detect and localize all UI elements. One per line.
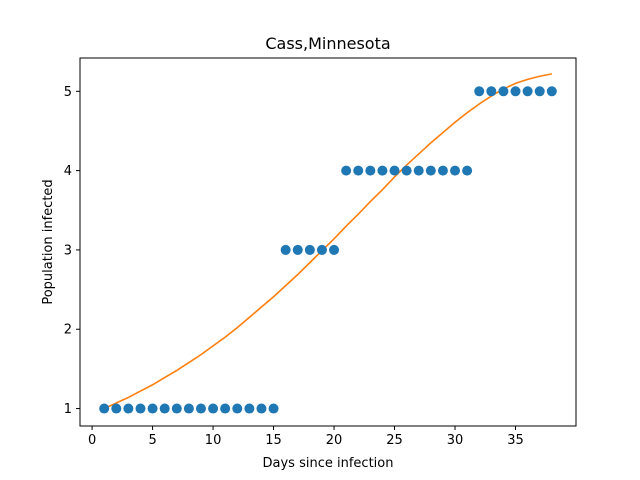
data-point [220, 403, 231, 414]
data-point [195, 403, 206, 414]
x-tick-label: 10 [205, 433, 222, 448]
data-point [244, 403, 255, 414]
data-point [256, 403, 267, 414]
data-point [437, 165, 448, 176]
y-axis: 1 2 3 4 5 [64, 85, 80, 417]
data-point [183, 403, 194, 414]
x-tick-label: 35 [507, 433, 524, 448]
data-point [208, 403, 219, 414]
x-tick-label: 25 [386, 433, 403, 448]
data-point [159, 403, 170, 414]
data-point [123, 403, 134, 414]
x-tick-label: 20 [326, 433, 343, 448]
data-point [389, 165, 400, 176]
y-tick-label: 5 [64, 85, 72, 100]
data-point [292, 244, 303, 255]
data-point [268, 403, 279, 414]
data-point [377, 165, 388, 176]
data-point [341, 165, 352, 176]
data-point [147, 403, 158, 414]
y-tick-label: 4 [64, 164, 72, 179]
x-tick-label: 5 [148, 433, 156, 448]
x-tick-label: 30 [447, 433, 464, 448]
data-point [510, 86, 521, 97]
y-tick-label: 1 [64, 402, 72, 417]
data-point [365, 165, 376, 176]
data-point [474, 86, 485, 97]
chart-title: Cass,Minnesota [265, 34, 390, 53]
plot-area [99, 73, 557, 414]
fit-line [103, 73, 552, 410]
data-point [329, 244, 340, 255]
y-tick-label: 2 [64, 323, 72, 338]
x-tick-label: 15 [265, 433, 282, 448]
y-tick-label: 3 [64, 243, 72, 258]
data-point [304, 244, 315, 255]
data-point [534, 86, 545, 97]
data-point [232, 403, 243, 414]
data-point [316, 244, 327, 255]
data-point [486, 86, 497, 97]
data-point [135, 403, 146, 414]
y-axis-label: Population infected [41, 179, 56, 304]
data-point [353, 165, 364, 176]
data-point [401, 165, 412, 176]
x-tick-label: 0 [88, 433, 96, 448]
data-point [546, 86, 557, 97]
x-axis-label: Days since infection [263, 456, 394, 471]
data-point [413, 165, 424, 176]
data-point [450, 165, 461, 176]
data-point [462, 165, 473, 176]
data-point [99, 403, 110, 414]
data-point [522, 86, 533, 97]
data-point [280, 244, 291, 255]
axes-frame [79, 57, 577, 427]
x-axis: 0 5 10 15 20 25 30 35 [88, 426, 524, 448]
data-point [111, 403, 122, 414]
data-point [425, 165, 436, 176]
data-point [498, 86, 509, 97]
data-point [171, 403, 182, 414]
